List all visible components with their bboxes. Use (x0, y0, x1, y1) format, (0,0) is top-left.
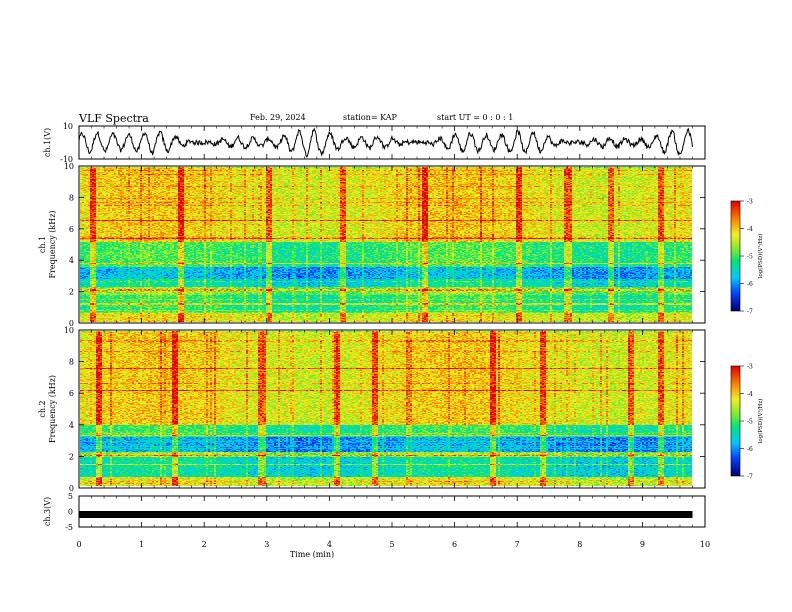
ch2-colorbar-label: log(PSD)(V²/Hz) (757, 399, 764, 444)
ch1-colorbar-tick-label: -3 (747, 199, 753, 206)
ch3-y-tick-label: 0 (68, 508, 73, 517)
ch1-colorbar-tick-label: -5 (747, 254, 753, 261)
x-axis-label: Time (min) (290, 550, 334, 559)
ch1-colorbar-tick-label: -7 (747, 309, 753, 316)
ch3-y-axis-label: ch.3(V) (43, 497, 52, 526)
ch2-y-axis-label-channel: ch.2 (38, 400, 47, 417)
ch1-y-tick-label: 0 (69, 319, 74, 328)
x-tick-label: 9 (640, 540, 645, 549)
x-tick-label: 5 (389, 540, 394, 549)
ch2-y-tick-label: 8 (69, 358, 74, 367)
x-tick-label: 10 (700, 540, 710, 549)
x-tick-label: 3 (264, 540, 269, 549)
ch2-y-tick-label: 4 (69, 421, 74, 430)
ch2-y-tick-label: 6 (69, 389, 74, 398)
ch1-y-tick-label: 8 (69, 193, 74, 202)
station-label: station= KAP (343, 113, 397, 122)
ch2-y-tick-label: 0 (69, 484, 74, 493)
ch3-y-tick-label: 5 (68, 492, 73, 501)
ch1-colorbar-frame (730, 200, 741, 312)
ch1-colorbar-label: log(PSD)(V²/Hz) (757, 234, 764, 279)
ch2-y-axis-label-frequency: Frequency (kHz) (48, 375, 57, 443)
ch2-colorbar-tick-label: -3 (747, 364, 753, 371)
ch1-y-tick-label: 10 (64, 162, 74, 171)
ch2-y-tick-label: 10 (64, 326, 74, 335)
ch2-colorbar-frame (730, 365, 741, 477)
ch1-y-tick-label: 6 (69, 225, 74, 234)
ch1-spectrogram (80, 167, 692, 322)
ch2-colorbar (731, 366, 740, 476)
x-tick-label: 6 (452, 540, 457, 549)
ch2-colorbar-tick-label: -7 (747, 474, 753, 481)
ch1-y-axis-label-channel: ch.1 (38, 236, 47, 253)
ch2-colorbar-tick-label: -4 (747, 391, 753, 398)
x-tick-label: 4 (327, 540, 332, 549)
ch1-colorbar-tick-label: -6 (747, 281, 753, 288)
ch1-colorbar (731, 201, 740, 311)
ch1-y-tick-label: 4 (69, 256, 74, 265)
ch1-y-axis-label-frequency: Frequency (kHz) (48, 210, 57, 278)
ch2-colorbar-tick-label: -5 (747, 419, 753, 426)
ch1-waveform-line (78, 127, 693, 158)
ch2-spectrogram-frame (78, 329, 706, 489)
x-tick-label: 1 (139, 540, 144, 549)
x-tick-label: 7 (515, 540, 520, 549)
x-tick-label: 2 (202, 540, 207, 549)
ch1-y-tick-label: 10 (63, 122, 73, 131)
start-time-label: start UT = 0 : 0 : 1 (437, 113, 514, 122)
ch2-y-tick-label: 2 (69, 452, 74, 461)
ch3-y-tick-label: -5 (65, 523, 73, 532)
ch1-y-axis-label: ch.1(V) (43, 128, 52, 157)
x-tick-label: 8 (577, 540, 582, 549)
ch1-spectrogram-frame (78, 165, 706, 324)
chart-title: VLF Spectra (79, 112, 149, 125)
ch1-y-tick-label: -10 (60, 155, 73, 164)
ch1-colorbar-tick-label: -4 (747, 226, 753, 233)
ch2-spectrogram (80, 331, 692, 486)
x-tick-label: 0 (76, 540, 81, 549)
ch1-y-tick-label: 2 (69, 288, 74, 297)
date-label: Feb. 29, 2024 (250, 113, 306, 122)
ch2-colorbar-tick-label: -6 (747, 446, 753, 453)
